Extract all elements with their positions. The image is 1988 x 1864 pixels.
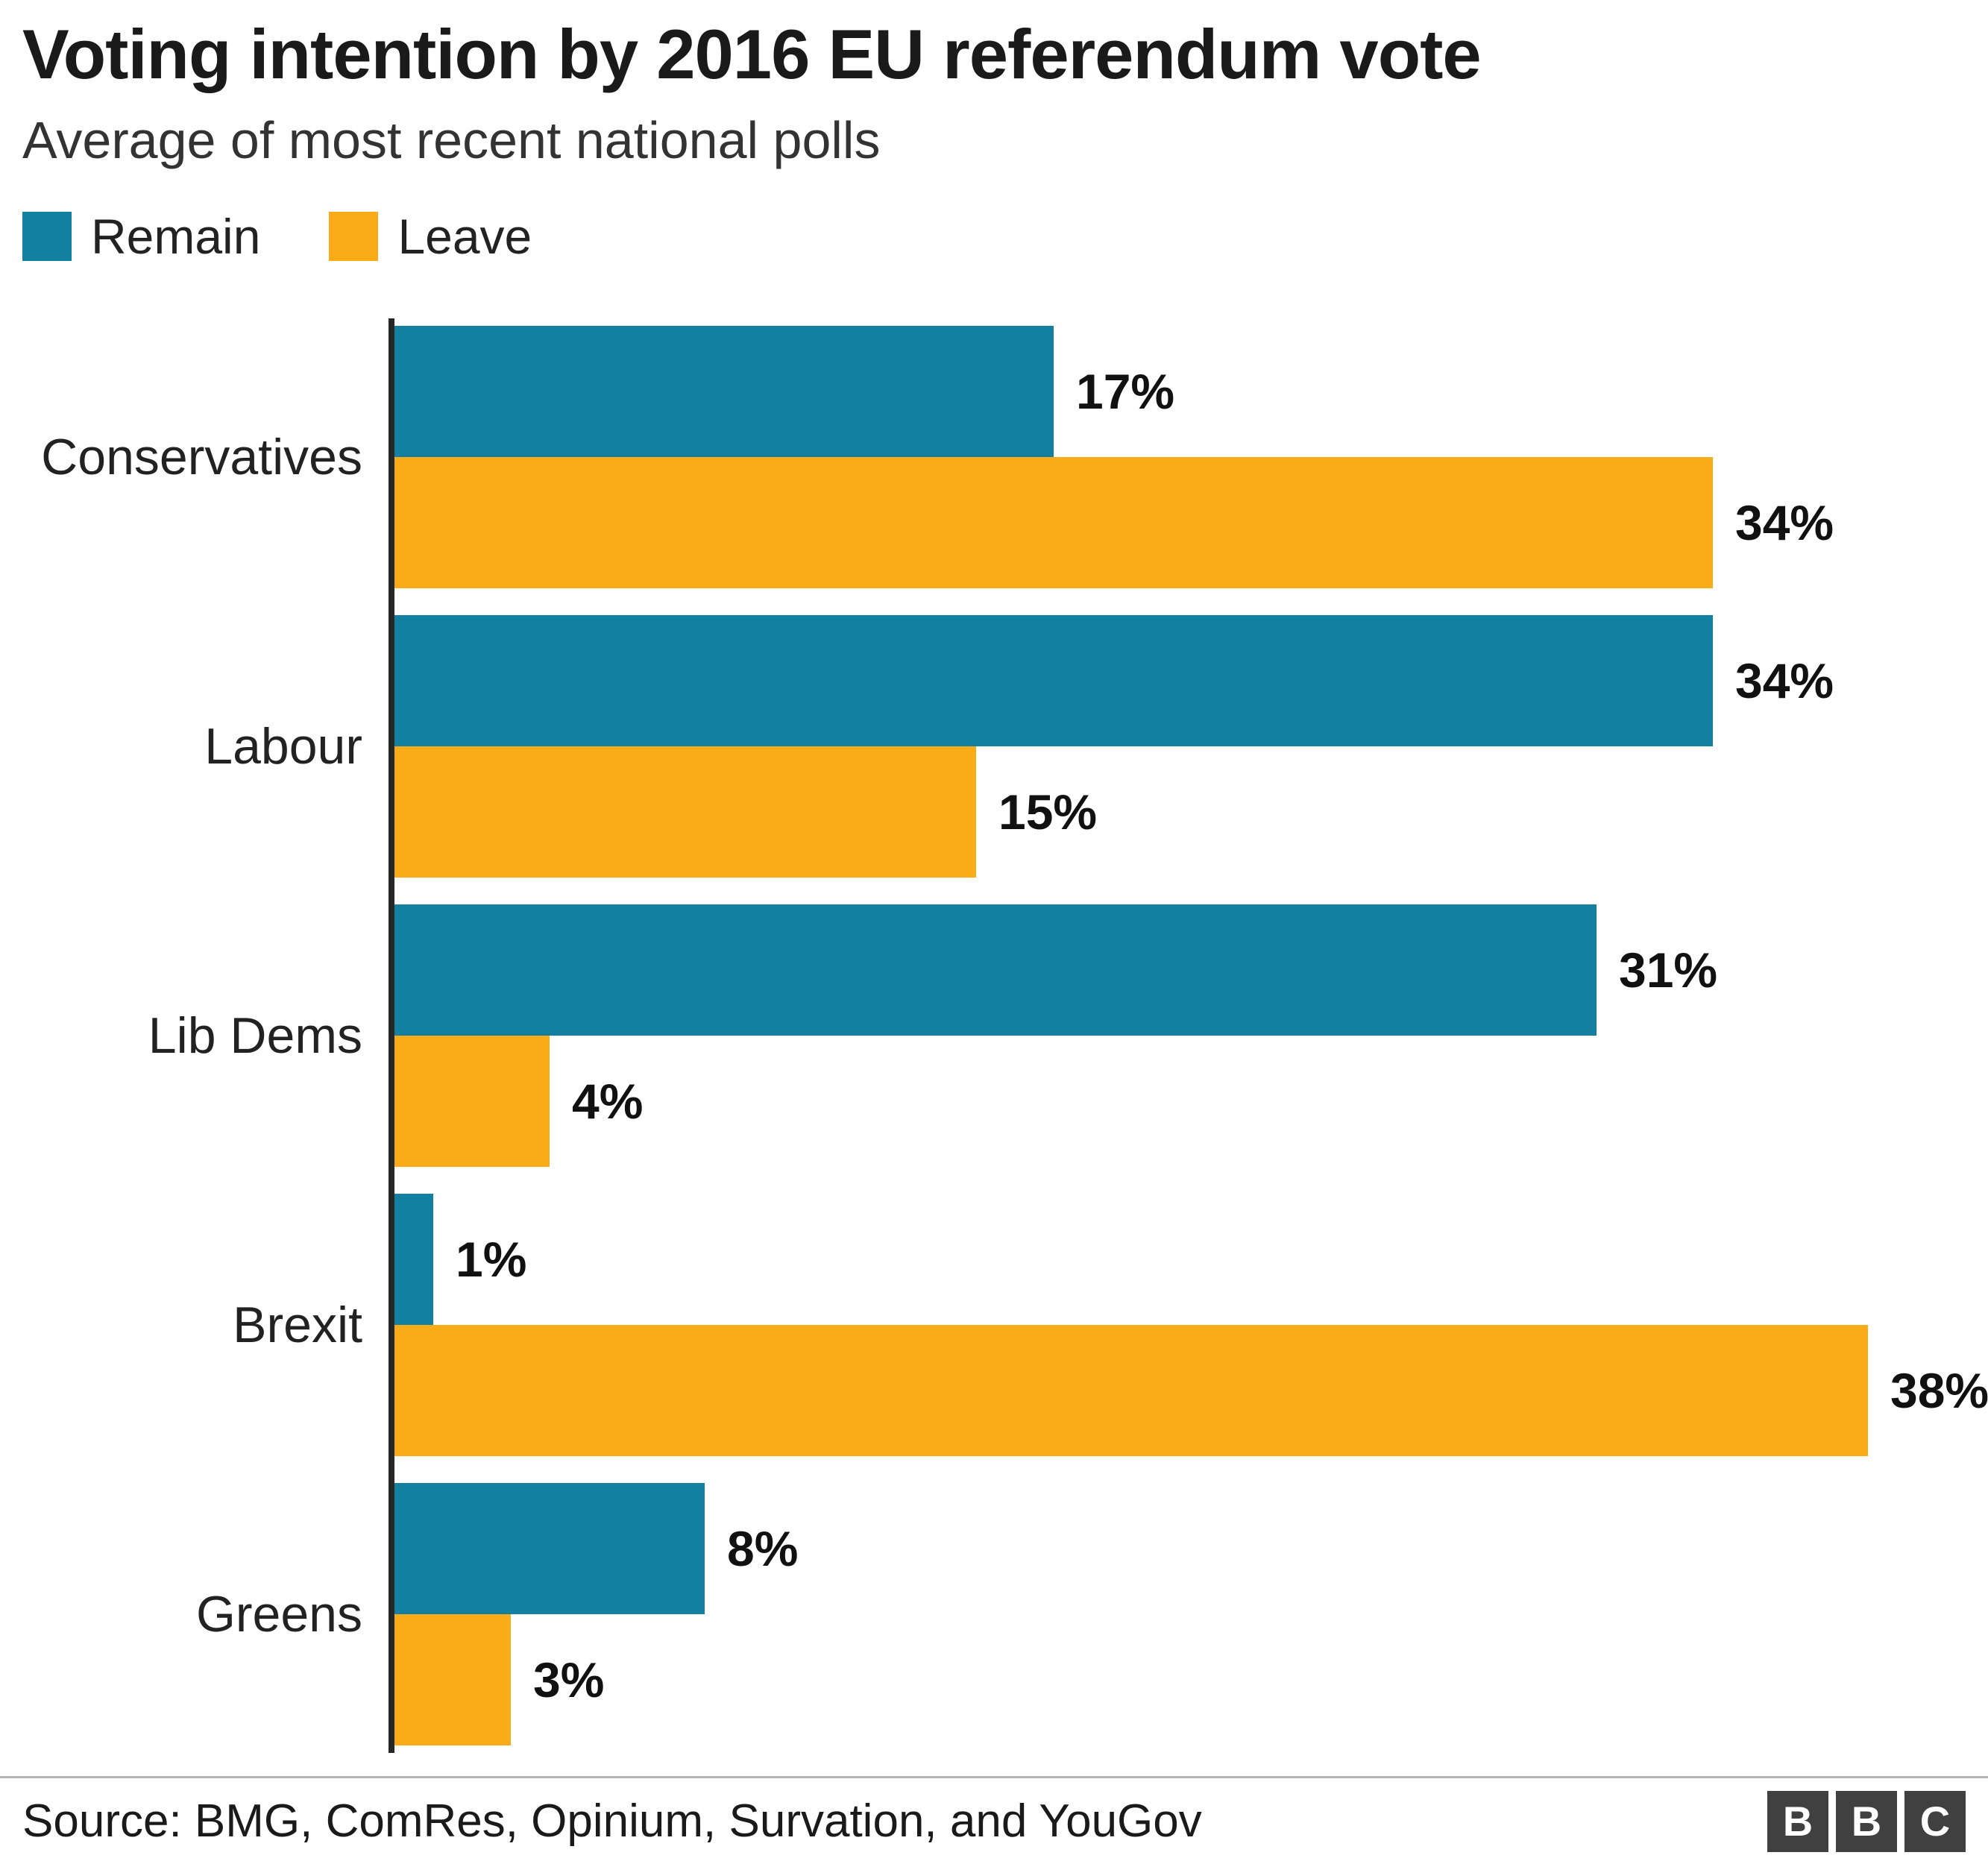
source-text: Source: BMG, ComRes, Opinium, Survation,… (22, 1795, 1202, 1847)
bbc-logo-letter: B (1767, 1790, 1828, 1852)
bar-leave (394, 746, 976, 878)
bar-remain (394, 1193, 433, 1325)
leave-swatch-icon (329, 211, 379, 261)
bar-line: 34% (394, 456, 1988, 588)
value-label: 15% (998, 784, 1098, 840)
remain-swatch-icon (22, 211, 72, 261)
chart-legend: Remain Leave (22, 208, 1966, 265)
bar-line: 34% (394, 614, 1988, 746)
category-label: Greens (196, 1585, 362, 1643)
value-label: 31% (1619, 942, 1718, 998)
category-group: Greens 8% 3% (0, 1482, 1988, 1745)
bbc-logo-letter: C (1904, 1790, 1966, 1852)
chart-subtitle: Average of most recent national polls (22, 110, 881, 169)
value-label: 38% (1890, 1362, 1988, 1418)
bar-line: 17% (394, 325, 1988, 457)
bar-line: 15% (394, 746, 1988, 878)
bar-line: 3% (394, 1613, 1988, 1745)
category-group: Lib Dems 31% 4% (0, 904, 1988, 1167)
bbc-logo-letter: B (1836, 1790, 1897, 1852)
category-label: Lib Dems (148, 1007, 362, 1064)
bar-remain (394, 325, 1054, 457)
value-label: 4% (572, 1073, 644, 1129)
bar-line: 1% (394, 1193, 1988, 1325)
value-label: 1% (456, 1231, 527, 1287)
bar-pair: 1% 38% (394, 1193, 1988, 1456)
bar-pair: 17% 34% (394, 325, 1988, 588)
chart-header: Voting intention by 2016 EU referendum v… (0, 0, 1988, 169)
value-label: 34% (1735, 652, 1834, 708)
bbc-logo: B B C (1767, 1790, 1966, 1852)
bar-chart: Conservatives 17% 34% Labour 34% 15% Lib Dems 3… (0, 318, 1988, 1753)
bar-line: 31% (394, 904, 1988, 1036)
chart-rows: Conservatives 17% 34% Labour 34% 15% Lib Dems 3… (0, 325, 1988, 1745)
bar-pair: 8% 3% (394, 1482, 1988, 1745)
bar-leave (394, 1035, 550, 1167)
bar-line: 38% (394, 1324, 1988, 1456)
bar-line: 4% (394, 1035, 1988, 1167)
bar-pair: 34% 15% (394, 614, 1988, 878)
value-label: 17% (1076, 363, 1175, 419)
legend-label-leave: Leave (397, 208, 532, 264)
category-label: Labour (204, 717, 362, 775)
legend-item-leave: Leave (329, 208, 532, 265)
bar-leave (394, 456, 1713, 588)
chart-title: Voting intention by 2016 EU referendum v… (22, 15, 1482, 93)
category-group: Brexit 1% 38% (0, 1193, 1988, 1456)
category-label: Brexit (233, 1296, 362, 1353)
chart-footer: Source: BMG, ComRes, Opinium, Survation,… (0, 1776, 1988, 1864)
bar-remain (394, 1482, 705, 1614)
category-group: Conservatives 17% 34% (0, 325, 1988, 588)
bar-leave (394, 1324, 1868, 1456)
bar-line: 8% (394, 1482, 1988, 1614)
value-label: 34% (1735, 494, 1834, 550)
bar-pair: 31% 4% (394, 904, 1988, 1167)
legend-item-remain: Remain (22, 208, 260, 265)
legend-label-remain: Remain (91, 208, 261, 264)
category-label: Conservatives (41, 428, 362, 485)
value-label: 8% (727, 1520, 799, 1576)
bar-remain (394, 904, 1597, 1036)
y-axis-line (389, 318, 394, 1753)
category-group: Labour 34% 15% (0, 614, 1988, 878)
bar-leave (394, 1613, 511, 1745)
bar-remain (394, 614, 1713, 746)
value-label: 3% (533, 1652, 605, 1707)
